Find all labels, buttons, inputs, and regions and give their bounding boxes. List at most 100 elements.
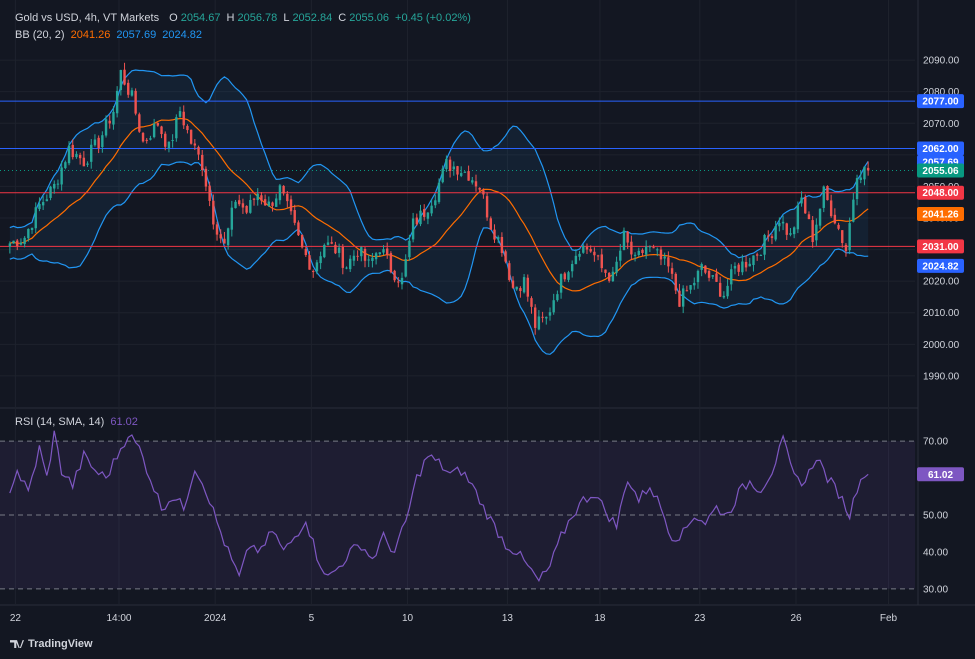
- rsi-tick-label: 70.00: [923, 437, 948, 448]
- candle-body: [300, 234, 304, 248]
- candle-body: [156, 122, 160, 126]
- candle-body: [134, 90, 137, 114]
- price-tick-label: 2070.00: [923, 119, 960, 130]
- candle-body: [419, 210, 422, 225]
- candle-body: [604, 269, 607, 273]
- candle-body: [78, 154, 82, 159]
- candle-body: [219, 234, 222, 239]
- candle-body: [367, 259, 370, 261]
- candle-body: [123, 69, 126, 85]
- candle-body: [663, 256, 666, 259]
- candle-body: [64, 162, 67, 169]
- candle-body: [119, 70, 123, 91]
- candle-body: [404, 259, 407, 277]
- candle-body: [345, 267, 348, 269]
- candle-body: [863, 166, 866, 180]
- candle-body: [774, 226, 777, 240]
- candle-body: [208, 185, 211, 201]
- candle-body: [630, 241, 633, 255]
- candle-body: [485, 196, 489, 218]
- candle-body: [41, 202, 45, 206]
- candle-body: [718, 282, 722, 297]
- candle-body: [393, 270, 396, 281]
- candle-body: [496, 237, 500, 240]
- candle-body: [726, 285, 729, 297]
- candle-body: [38, 203, 41, 210]
- bb-lower-value: 2024.82: [162, 29, 203, 41]
- rsi-tag-label: 61.02: [928, 470, 953, 481]
- candle-body: [115, 90, 119, 114]
- candle-body: [241, 203, 245, 208]
- candle-body: [711, 275, 714, 277]
- candle-body: [730, 269, 733, 285]
- candle-body: [90, 144, 93, 162]
- candle-body: [508, 263, 511, 280]
- candle-body: [263, 199, 267, 206]
- candle-body: [770, 236, 774, 238]
- price-tag-label: 2055.06: [922, 166, 959, 177]
- candle-body: [97, 137, 100, 149]
- open-label: O: [169, 12, 178, 24]
- candle-body: [127, 82, 130, 95]
- price-tag-label: 2077.00: [922, 97, 959, 108]
- candle-body: [752, 255, 755, 266]
- candle-body: [8, 243, 12, 247]
- candle-body: [104, 119, 108, 136]
- candle-body: [178, 111, 182, 117]
- candle-body: [522, 277, 526, 293]
- candle-body: [704, 265, 707, 273]
- candle-body: [841, 230, 844, 243]
- candle-body: [297, 222, 300, 236]
- candle-body: [434, 200, 437, 206]
- candle-body: [400, 277, 404, 285]
- symbol-label: Gold vs USD, 4h, VT Markets: [15, 12, 160, 24]
- candle-body: [541, 316, 544, 318]
- candle-body: [778, 222, 781, 227]
- price-tag: [917, 185, 964, 200]
- candle-body: [463, 171, 467, 173]
- candle-body: [674, 273, 677, 291]
- candle-body: [504, 251, 507, 262]
- price-tag-label: 2048.00: [922, 188, 959, 199]
- candle-body: [533, 307, 537, 328]
- candle-body: [570, 264, 574, 272]
- candle-body: [648, 246, 652, 248]
- candle-body: [441, 168, 444, 183]
- rsi-tick-label: 40.00: [923, 547, 948, 558]
- candle-body: [189, 129, 193, 144]
- candle-body: [130, 90, 134, 96]
- candle-body: [693, 282, 696, 286]
- candle-body: [304, 249, 308, 256]
- candle-body: [855, 178, 859, 200]
- tradingview-icon: [10, 640, 24, 649]
- candle-body: [278, 185, 282, 201]
- candle-body: [267, 201, 271, 206]
- price-tag-label: 2024.82: [922, 261, 959, 272]
- candle-body: [715, 273, 718, 282]
- candle-body: [204, 168, 208, 187]
- candle-body: [493, 229, 496, 240]
- candle-body: [56, 183, 60, 185]
- candle-body: [471, 180, 474, 183]
- tradingview-logo[interactable]: TradingView: [10, 638, 93, 650]
- candle-body: [689, 285, 692, 290]
- candle-body: [685, 290, 689, 292]
- candle-body: [45, 199, 49, 202]
- candle-body: [804, 197, 807, 214]
- candle-body: [700, 264, 703, 270]
- candle-body: [397, 281, 400, 283]
- bb-basis-line: [9, 117, 869, 292]
- candle-body: [678, 290, 681, 307]
- candle-body: [800, 197, 803, 204]
- candle-body: [859, 177, 862, 180]
- candle-body: [600, 254, 603, 269]
- rsi-tick-label: 50.00: [923, 511, 948, 522]
- candle-body: [707, 270, 711, 278]
- candle-body: [615, 261, 618, 273]
- time-tick-label: 26: [790, 613, 802, 624]
- candle-body: [275, 198, 278, 207]
- candle-body: [53, 183, 56, 189]
- bb-basis-value: 2041.26: [70, 29, 111, 41]
- candle-body: [748, 263, 751, 267]
